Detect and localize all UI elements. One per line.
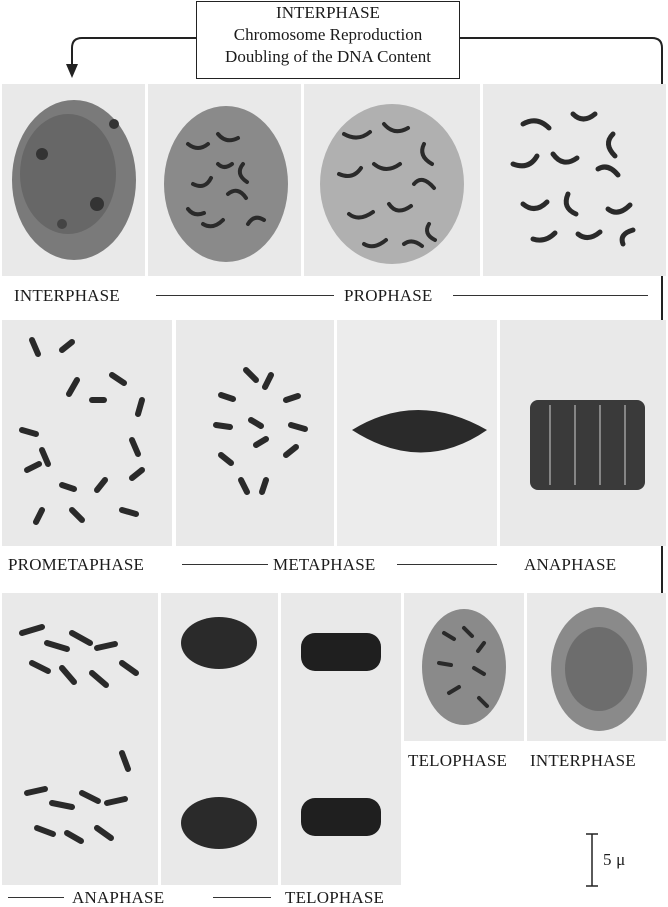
label-prophase: PROPHASE [344,286,433,305]
cycle-subtitle-reproduction: Chromosome Reproduction [233,25,423,44]
panel-telophase-early [161,593,278,885]
panel-interphase-2 [527,593,666,741]
rule-prophase-right [453,295,648,296]
panel-metaphase-polar [176,320,334,546]
rule-anaphase-left [8,897,64,898]
label-telophase-row3: TELOPHASE [408,751,508,770]
label-telophase-bottom: TELOPHASE [285,888,385,907]
panel-prophase-early [148,84,301,276]
panel-telophase-late [281,593,401,885]
cycle-subtitle-dna: Doubling of the DNA Content [225,47,431,66]
rule-anaphase-right [213,897,271,898]
label-anaphase-row2: ANAPHASE [524,555,617,574]
label-interphase-1: INTERPHASE [14,286,120,305]
rule-prophase-left [156,295,334,296]
rule-metaphase-right [397,564,497,565]
rule-metaphase-left [182,564,268,565]
panel-interphase-1 [2,84,145,276]
panel-anaphase-late [2,593,158,885]
panel-metaphase-side [337,320,497,546]
panel-telophase-nucleus [404,593,524,741]
label-anaphase-bottom: ANAPHASE [72,888,165,907]
scale-bar [586,833,598,887]
panel-prophase-late [483,84,666,276]
label-prometaphase: PROMETAPHASE [8,555,145,574]
panel-anaphase-early [500,320,666,546]
panel-prometaphase [2,320,172,546]
cycle-title-box: INTERPHASE Chromosome Reproduction Doubl… [196,1,460,79]
scale-bar-label: 5 μ [603,850,626,869]
panel-prophase-mid [304,84,480,276]
label-metaphase: METAPHASE [273,555,376,574]
label-interphase-2: INTERPHASE [530,751,636,770]
cycle-title: INTERPHASE [276,3,380,22]
